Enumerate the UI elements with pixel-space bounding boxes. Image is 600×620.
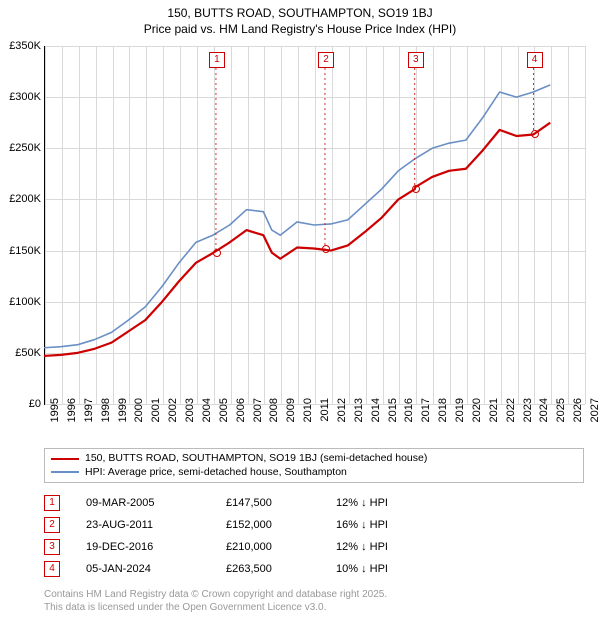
footer-line2: This data is licensed under the Open Gov… — [44, 602, 584, 615]
y-tick-label: £100K — [1, 296, 41, 308]
sale-row: 1 09-MAR-2005£147,50012% ↓ HPI — [44, 492, 456, 514]
sale-row-delta: 16% ↓ HPI — [336, 519, 456, 531]
legend-row: 150, BUTTS ROAD, SOUTHAMPTON, SO19 1BJ (… — [51, 452, 577, 466]
y-tick-label: £250K — [1, 142, 41, 154]
sales-table: 109-MAR-2005£147,50012% ↓ HPI223-AUG-201… — [44, 492, 456, 580]
sale-row-delta: 12% ↓ HPI — [336, 541, 456, 553]
gridline-vertical — [585, 46, 586, 404]
sale-row-price: £263,500 — [226, 563, 336, 575]
series-price_paid — [44, 123, 550, 356]
sale-row-delta: 10% ↓ HPI — [336, 563, 456, 575]
series-hpi — [44, 85, 550, 348]
sale-row-date: 05-JAN-2024 — [86, 563, 226, 575]
sale-row: 2 23-AUG-2011£152,00016% ↓ HPI — [44, 514, 456, 536]
sale-row-marker: 4 — [44, 561, 60, 577]
sale-row-date: 09-MAR-2005 — [86, 497, 226, 509]
sale-row-price: £152,000 — [226, 519, 336, 531]
sale-row-marker: 2 — [44, 517, 60, 533]
y-tick-label: £350K — [1, 40, 41, 52]
legend-label: 150, BUTTS ROAD, SOUTHAMPTON, SO19 1BJ (… — [85, 452, 427, 466]
sale-row-delta: 12% ↓ HPI — [336, 497, 456, 509]
footer-attribution: Contains HM Land Registry data © Crown c… — [44, 589, 584, 614]
y-tick-label: £0 — [1, 398, 41, 410]
sale-row-date: 19-DEC-2016 — [86, 541, 226, 553]
y-tick-label: £150K — [1, 245, 41, 257]
legend-swatch — [51, 458, 79, 460]
sale-row-date: 23-AUG-2011 — [86, 519, 226, 531]
footer-line1: Contains HM Land Registry data © Crown c… — [44, 589, 584, 602]
sale-row-price: £210,000 — [226, 541, 336, 553]
sale-row-price: £147,500 — [226, 497, 336, 509]
legend-row: HPI: Average price, semi-detached house,… — [51, 466, 577, 480]
sale-row: 4 05-JAN-2024£263,50010% ↓ HPI — [44, 558, 456, 580]
sale-row: 3 19-DEC-2016£210,00012% ↓ HPI — [44, 536, 456, 558]
y-tick-label: £200K — [1, 193, 41, 205]
title-line2: Price paid vs. HM Land Registry's House … — [0, 22, 600, 38]
y-tick-label: £300K — [1, 91, 41, 103]
x-tick-label: 2027 — [589, 398, 600, 422]
chart-area: £0£50K£100K£150K£200K£250K£300K£350K1995… — [44, 46, 584, 404]
legend-swatch — [51, 471, 79, 473]
legend-label: HPI: Average price, semi-detached house,… — [85, 466, 347, 480]
legend: 150, BUTTS ROAD, SOUTHAMPTON, SO19 1BJ (… — [44, 448, 584, 483]
sale-row-marker: 1 — [44, 495, 60, 511]
y-tick-label: £50K — [1, 347, 41, 359]
sale-row-marker: 3 — [44, 539, 60, 555]
title-line1: 150, BUTTS ROAD, SOUTHAMPTON, SO19 1BJ — [0, 6, 600, 22]
